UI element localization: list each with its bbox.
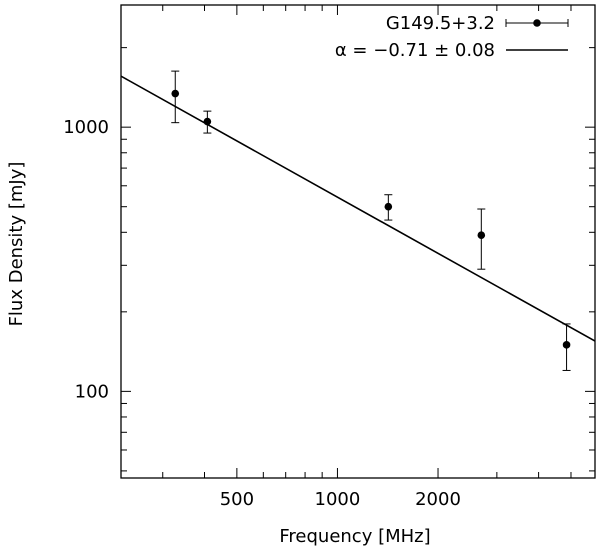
data-points-layer: [171, 70, 571, 371]
x-axis-tick-labels: 500 1000 2000: [220, 489, 461, 510]
legend-label-fit: α = −0.71 ± 0.08: [335, 40, 495, 61]
y-tick-label: 1000: [63, 117, 109, 138]
legend: G149.5+3.2 α = −0.71 ± 0.08: [335, 13, 569, 61]
x-axis-label: Frequency [MHz]: [279, 526, 430, 547]
y-axis-label: Flux Density [mJy]: [6, 162, 27, 327]
legend-swatches: [505, 19, 569, 51]
x-axis-ticks: [162, 5, 572, 478]
fit-line-layer: [121, 75, 595, 342]
plot-frame: [120, 4, 596, 479]
data-point: [477, 231, 486, 240]
legend-point: [533, 19, 541, 27]
legend-label-data: G149.5+3.2: [386, 13, 495, 34]
y-tick-label: 100: [75, 381, 109, 402]
y-axis-ticks: [121, 47, 595, 472]
plot-area: [120, 4, 596, 479]
data-point: [171, 89, 180, 98]
x-tick-label: 1000: [315, 489, 361, 510]
x-tick-label: 2000: [415, 489, 461, 510]
data-point: [203, 117, 212, 126]
x-tick-label: 500: [220, 489, 254, 510]
data-point: [384, 202, 393, 211]
data-point: [562, 341, 571, 349]
y-axis-tick-labels: 100 1000: [63, 117, 109, 402]
fit-line: [121, 75, 595, 342]
